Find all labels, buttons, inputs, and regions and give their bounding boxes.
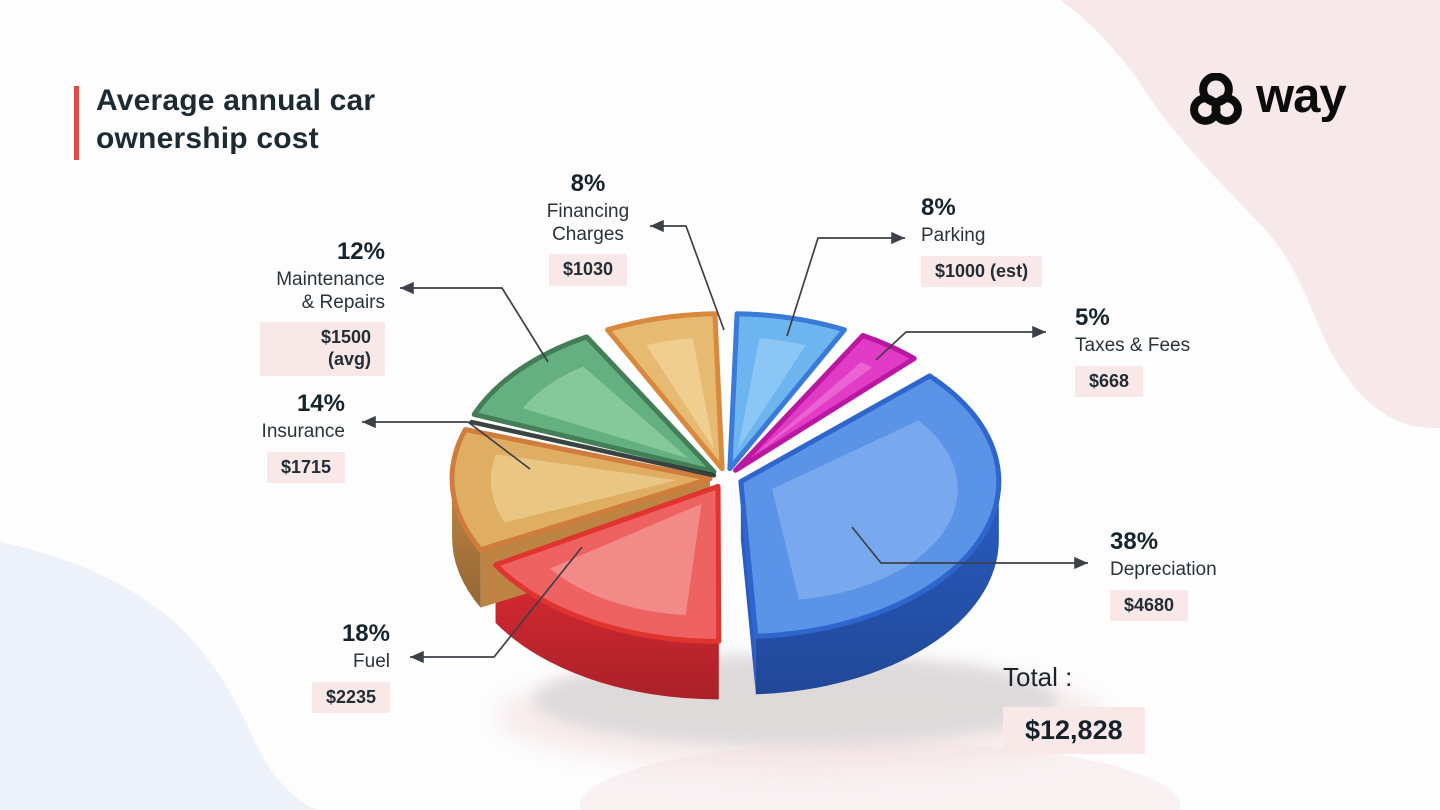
pie-slice-depreciation <box>738 373 1002 639</box>
leader-line-insurance <box>362 415 531 470</box>
slice-pct-fuel: 18% <box>341 620 390 647</box>
slice-divider-shadow <box>469 419 717 478</box>
blob-top-right <box>1060 0 1440 429</box>
slice-label-financing: Financing Charges <box>546 200 630 245</box>
slice-callout-fuel: 18% Fuel $2235 <box>250 620 390 714</box>
slice-label-insurance: Insurance <box>261 420 345 442</box>
slice-amount-badge-maintenance: $1500 (avg) <box>260 322 385 376</box>
slice-pct-parking: 8% <box>921 194 956 221</box>
trefoil-knot-icon <box>1190 72 1242 125</box>
leader-line-fuel <box>410 546 583 664</box>
slice-callout-financing: 8% Financing Charges $1030 <box>528 170 648 286</box>
slice-callout-parking: 8% Parking $1000 (est) <box>921 194 1091 288</box>
title-accent-bar <box>74 86 79 160</box>
slice-amount-badge-parking: $1000 (est) <box>921 255 1043 288</box>
pie-slice-financing <box>605 311 725 472</box>
slice-label-maintenance: Maintenance & Repairs <box>276 268 385 313</box>
leader-line-taxes <box>875 325 1046 361</box>
slice-callout-taxes: 5% Taxes & Fees $668 <box>1075 304 1255 398</box>
pie-slice-maintenance <box>471 334 717 475</box>
slice-pct-financing: 8% <box>570 170 606 197</box>
slice-amount-badge-depreciation: $4680 <box>1110 589 1189 622</box>
total-block: Total : $12,828 <box>1003 662 1145 754</box>
slice-label-fuel: Fuel <box>353 650 390 672</box>
slice-pct-insurance: 14% <box>296 390 345 417</box>
slice-callout-insurance: 14% Insurance $1715 <box>185 390 345 484</box>
total-value-badge: $12,828 <box>1003 707 1145 754</box>
slice-callout-maintenance: 12% Maintenance & Repairs $1500 (avg) <box>260 238 385 376</box>
pie-slice-fuel <box>493 483 722 644</box>
slice-amount-badge-taxes: $668 <box>1075 365 1144 398</box>
slice-label-parking: Parking <box>921 224 986 246</box>
slice-pct-maintenance: 12% <box>336 238 385 265</box>
title-block: Average annual car ownership cost <box>74 82 375 160</box>
slice-pct-depreciation: 38% <box>1110 528 1159 555</box>
brand-logo-text: way <box>1256 69 1347 123</box>
slice-amount-badge-financing: $1030 <box>548 254 628 286</box>
brand-logo: way <box>1185 69 1347 127</box>
blob-bottom-left <box>0 542 316 810</box>
title-line-1: Average annual car <box>96 84 376 117</box>
page-title: Average annual car ownership cost <box>96 82 375 160</box>
slice-callout-depreciation: 38% Depreciation $4680 <box>1110 528 1290 622</box>
slice-amount-badge-insurance: $1715 <box>266 451 345 484</box>
leader-line-parking <box>786 231 905 337</box>
title-line-2: ownership cost <box>96 122 319 156</box>
total-label: Total : <box>1003 662 1073 692</box>
slice-label-depreciation: Depreciation <box>1110 558 1217 580</box>
slice-amount-badge-fuel: $2235 <box>311 681 390 714</box>
slice-label-taxes: Taxes & Fees <box>1075 334 1191 356</box>
leader-line-financing <box>650 219 725 331</box>
slice-pct-taxes: 5% <box>1075 304 1110 331</box>
leader-line-maintenance <box>400 281 549 363</box>
leader-line-depreciation <box>851 526 1088 570</box>
